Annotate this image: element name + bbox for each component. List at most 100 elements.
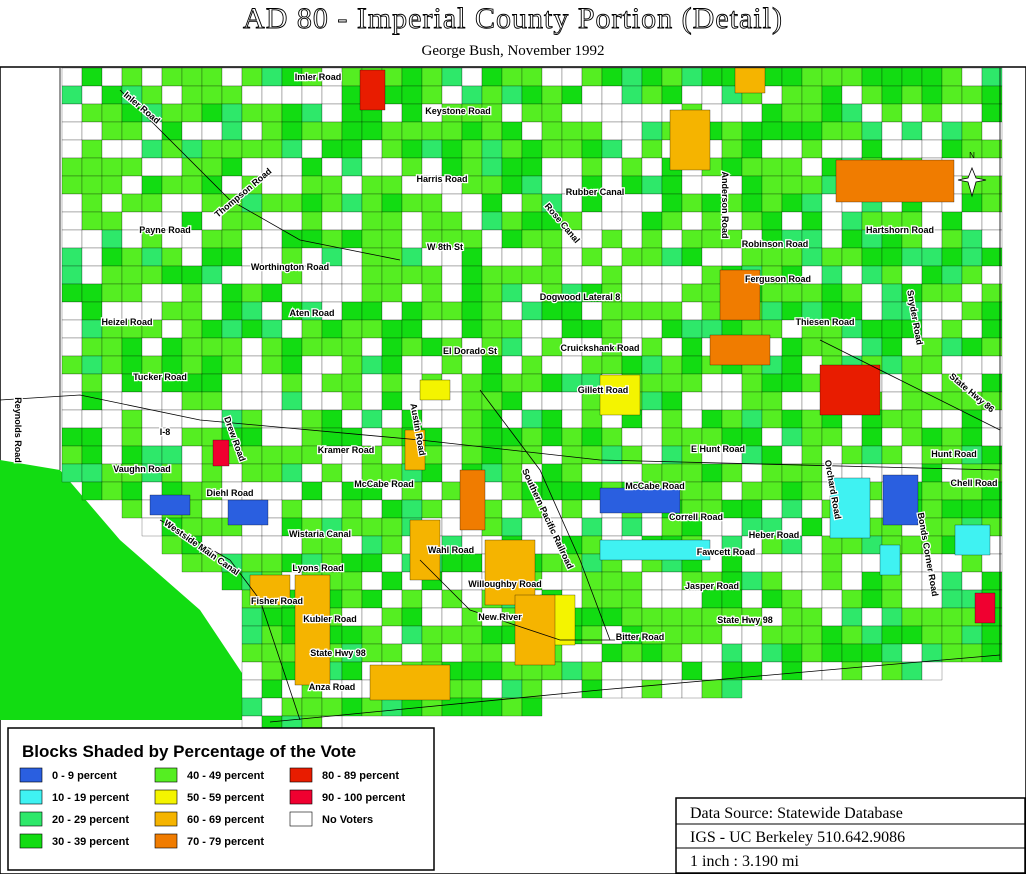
road-label: Jasper Road — [685, 581, 739, 591]
shaded-block — [954, 524, 991, 556]
parcel — [261, 481, 283, 501]
parcel — [441, 319, 463, 339]
parcel — [981, 301, 1003, 321]
parcel — [61, 463, 83, 483]
parcel — [661, 391, 683, 411]
parcel — [981, 409, 1003, 429]
parcel — [261, 229, 283, 249]
parcel — [761, 553, 783, 573]
parcel — [641, 301, 663, 321]
parcel — [741, 625, 763, 645]
parcel — [481, 211, 503, 231]
parcel — [521, 697, 543, 717]
parcel — [121, 409, 143, 429]
parcel — [101, 355, 123, 375]
road-label: McCabe Road — [625, 481, 685, 491]
parcel — [261, 103, 283, 123]
parcel — [381, 265, 403, 285]
parcel — [521, 67, 543, 87]
parcel — [841, 589, 863, 609]
parcel — [441, 643, 463, 663]
parcel — [681, 409, 703, 429]
parcel — [821, 427, 843, 447]
parcel — [581, 103, 603, 123]
road-label: Bitter Road — [616, 632, 665, 642]
parcel — [181, 85, 203, 105]
parcel — [641, 103, 663, 123]
parcel — [681, 463, 703, 483]
parcel — [961, 211, 983, 231]
parcel — [501, 193, 523, 213]
parcel — [881, 355, 903, 375]
parcel — [601, 85, 623, 105]
parcel — [301, 175, 323, 195]
parcel — [301, 499, 323, 519]
parcel — [201, 265, 223, 285]
legend-label: No Voters — [322, 814, 373, 826]
parcel — [821, 85, 843, 105]
parcel — [221, 67, 243, 87]
parcel — [261, 211, 283, 231]
parcel — [261, 67, 283, 87]
parcel — [321, 85, 343, 105]
parcel — [741, 481, 763, 501]
parcel — [261, 85, 283, 105]
parcel — [101, 157, 123, 177]
parcel — [941, 409, 963, 429]
parcel — [941, 103, 963, 123]
parcel — [981, 247, 1003, 267]
parcel — [161, 175, 183, 195]
parcel — [601, 265, 623, 285]
parcel — [341, 67, 363, 87]
parcel — [321, 463, 343, 483]
parcel — [861, 445, 883, 465]
parcel — [381, 625, 403, 645]
parcel — [341, 175, 363, 195]
parcel — [621, 193, 643, 213]
parcel — [601, 445, 623, 465]
parcel — [821, 229, 843, 249]
parcel — [401, 697, 423, 717]
road-label: Imler Road — [295, 72, 342, 82]
parcel — [621, 121, 643, 141]
parcel — [141, 67, 163, 87]
parcel — [461, 445, 483, 465]
parcel — [301, 103, 323, 123]
parcel — [621, 589, 643, 609]
parcel — [841, 337, 863, 357]
parcel — [501, 283, 523, 303]
parcel — [801, 175, 823, 195]
parcel — [821, 247, 843, 267]
parcel — [81, 301, 103, 321]
legend-label: 10 - 19 percent — [52, 792, 129, 804]
parcel — [281, 337, 303, 357]
parcel — [81, 139, 103, 159]
parcel — [501, 319, 523, 339]
parcel — [541, 373, 563, 393]
north-arrow-star — [957, 166, 987, 198]
parcel — [801, 553, 823, 573]
road-label: Hartshorn Road — [866, 225, 934, 235]
parcel — [121, 193, 143, 213]
parcel — [201, 373, 223, 393]
parcel — [361, 427, 383, 447]
parcel — [381, 517, 403, 537]
road-label: Harris Road — [416, 174, 467, 184]
shaded-block — [974, 592, 996, 624]
parcel — [341, 85, 363, 105]
parcel — [721, 409, 743, 429]
parcel — [441, 301, 463, 321]
parcel — [581, 247, 603, 267]
parcel — [81, 85, 103, 105]
parcel — [881, 607, 903, 627]
parcel — [561, 409, 583, 429]
parcel — [61, 193, 83, 213]
parcel — [241, 535, 263, 555]
parcel — [401, 229, 423, 249]
parcel — [241, 697, 263, 717]
parcel — [661, 211, 683, 231]
parcel — [81, 175, 103, 195]
parcel — [121, 139, 143, 159]
parcel — [361, 175, 383, 195]
parcel — [61, 265, 83, 285]
